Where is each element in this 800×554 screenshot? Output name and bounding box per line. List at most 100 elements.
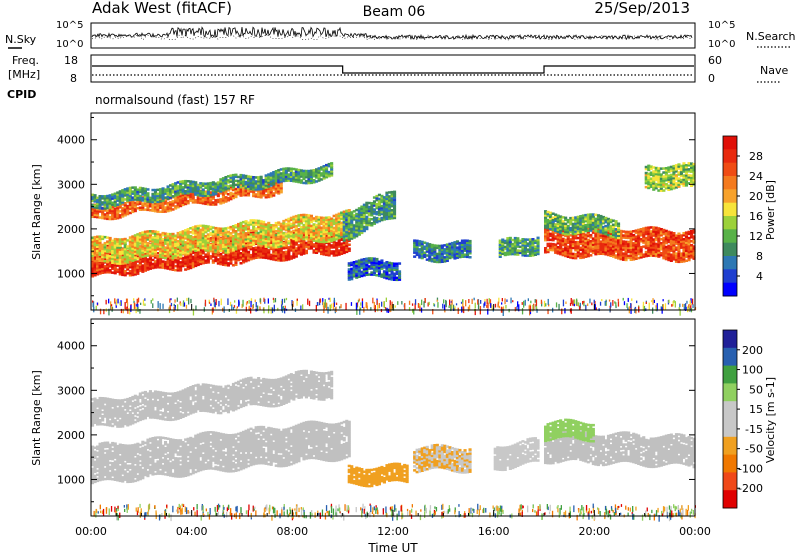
power-cell [148, 259, 152, 262]
power-cell [315, 241, 319, 244]
power-cell [330, 246, 334, 249]
power-cell [189, 260, 193, 264]
power-cell [138, 242, 142, 245]
power-cell [91, 240, 95, 243]
power-cell [179, 269, 183, 272]
power-cell [161, 252, 165, 255]
power-cell [332, 244, 336, 247]
power-cell [347, 243, 351, 246]
power-cell [108, 236, 112, 240]
power-cell [191, 255, 195, 259]
power-cell [234, 255, 238, 258]
power-cell [151, 240, 155, 243]
power-cell [164, 240, 168, 243]
power-cell [146, 260, 150, 263]
power-cell [123, 243, 127, 247]
power-cell [98, 239, 102, 242]
power-cell [171, 252, 175, 255]
power-cell [221, 255, 225, 258]
power-cell [259, 250, 263, 253]
power-cell [169, 242, 173, 246]
power-cell [91, 263, 95, 266]
power-cell [93, 257, 97, 261]
power-cell [166, 250, 170, 254]
power-cell [224, 263, 228, 267]
power-cell [151, 264, 155, 268]
power-cell [304, 245, 308, 249]
power-cell [189, 247, 193, 250]
power-cell [186, 230, 190, 233]
power-cell [96, 243, 100, 246]
power-cell [106, 254, 110, 257]
power-cell [294, 249, 298, 252]
power-cell [277, 249, 281, 252]
power-cell [156, 254, 160, 258]
power-cell [101, 261, 105, 264]
power-cell [259, 252, 263, 255]
power-cell [201, 246, 205, 250]
power-cell [143, 234, 147, 238]
power-cell [211, 242, 215, 245]
power-cell [169, 240, 173, 244]
power-cell [194, 249, 198, 252]
power-cell [229, 240, 233, 243]
power-cell [98, 257, 102, 260]
power-cell [277, 255, 281, 258]
power-cell [186, 261, 190, 265]
beam-label: Beam 06 [363, 4, 426, 20]
power-cell [121, 260, 125, 263]
power-cell [254, 248, 258, 251]
power-cell [166, 236, 170, 240]
power-cell [136, 253, 140, 256]
power-cell [204, 259, 208, 262]
power-cell [211, 255, 215, 258]
power-cell [116, 240, 120, 243]
power-cell [206, 247, 210, 250]
power-cell [93, 255, 97, 259]
power-cell [136, 241, 140, 244]
power-cell [221, 263, 225, 266]
power-cell [118, 260, 122, 263]
power-cell [332, 250, 336, 253]
power-cell [299, 253, 303, 256]
power-cell [249, 231, 253, 235]
power-cell [347, 249, 351, 252]
power-cell [257, 254, 261, 257]
power-cell [96, 269, 100, 272]
power-cell [118, 248, 122, 251]
power-cell [113, 267, 117, 271]
power-cell [345, 248, 349, 252]
power-cell [113, 248, 117, 251]
power-cell [108, 238, 112, 242]
power-cell [211, 230, 215, 233]
power-cell [133, 256, 137, 259]
power-cell [196, 238, 200, 242]
power-cell [128, 266, 132, 269]
power-cell [113, 250, 117, 253]
power-cell [151, 238, 155, 241]
power-cell [199, 258, 203, 262]
power-cell [181, 258, 185, 262]
power-cell [257, 252, 261, 255]
power-cell [121, 252, 125, 255]
power-cell [204, 240, 208, 244]
power-cell [159, 239, 163, 242]
power-cell [292, 248, 296, 251]
power-cell [186, 255, 190, 259]
power-cell [196, 230, 200, 234]
power-cell [224, 255, 228, 259]
power-cell [131, 261, 135, 265]
power-cell [317, 250, 321, 253]
power-cell [292, 256, 296, 259]
power-cell [118, 258, 122, 261]
power-cell [211, 246, 215, 249]
power-cell [184, 249, 188, 252]
power-cell [133, 273, 137, 276]
power-cell [201, 255, 205, 259]
power-cell [116, 244, 120, 247]
power-cell [151, 244, 155, 247]
power-cell [108, 240, 112, 244]
power-cell [171, 244, 175, 248]
power-cell [136, 249, 140, 252]
power-cell [106, 244, 110, 248]
